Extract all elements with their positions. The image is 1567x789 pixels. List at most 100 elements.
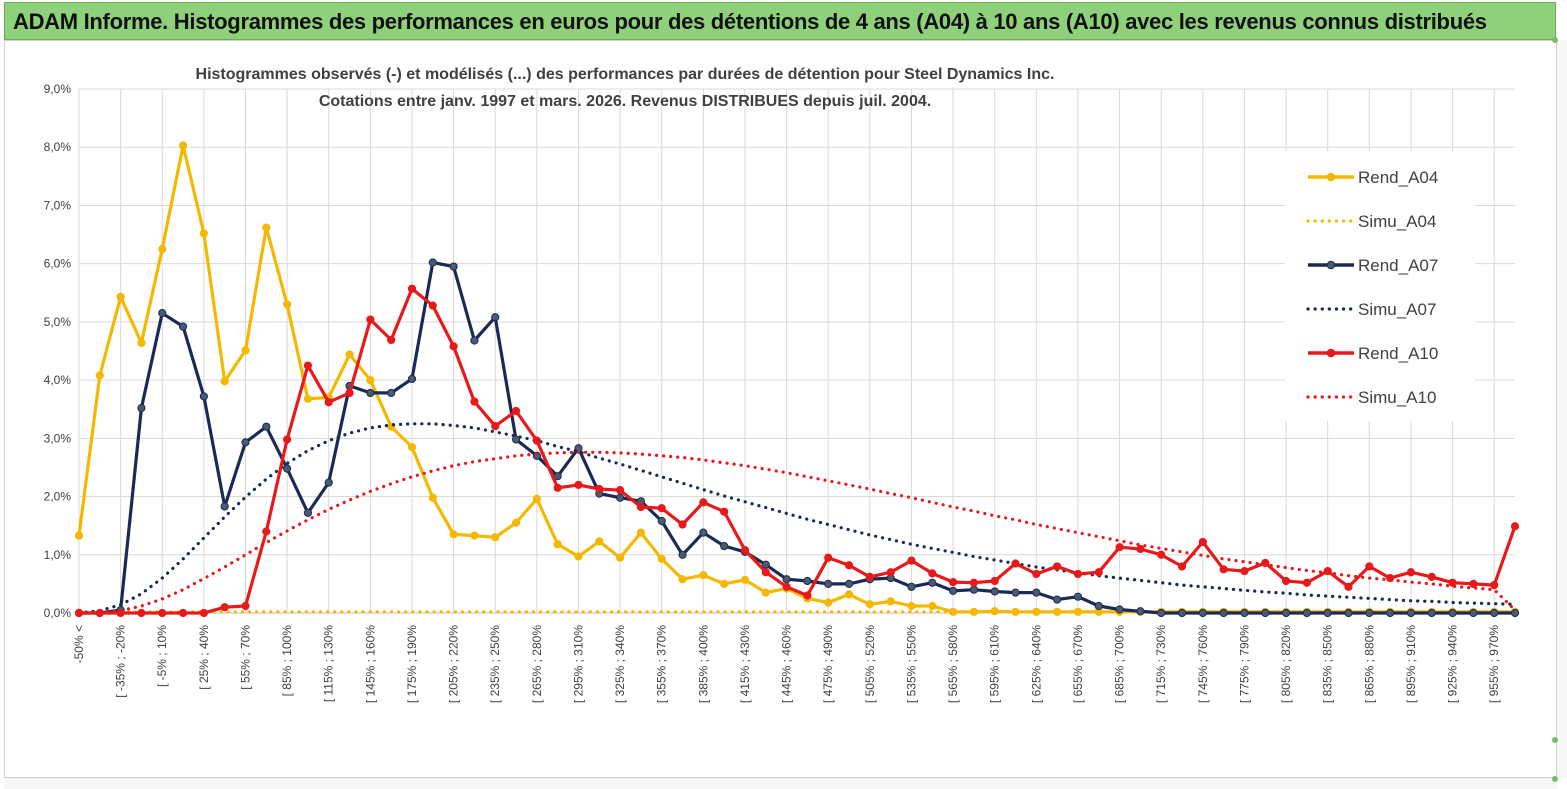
data-point — [178, 141, 188, 150]
x-tick-label: [ 25% ; 40% — [197, 625, 211, 690]
data-point — [907, 556, 916, 565]
data-point — [199, 392, 208, 401]
data-point — [1469, 608, 1478, 618]
data-point — [220, 603, 229, 612]
data-point — [553, 540, 562, 549]
data-point — [907, 582, 916, 591]
data-point — [636, 502, 646, 512]
data-point — [366, 315, 375, 324]
data-point — [303, 361, 313, 370]
legend-marker — [1326, 348, 1336, 358]
data-point — [928, 569, 937, 578]
data-point — [1240, 608, 1249, 618]
data-point — [428, 258, 437, 267]
data-point — [366, 376, 375, 385]
legend-item-simu-a10[interactable]: Simu_A10 — [1306, 388, 1436, 407]
data-point — [678, 575, 687, 584]
data-point — [1157, 550, 1166, 559]
data-point — [1219, 608, 1228, 618]
x-tick-label: [ 415% ; 430% — [738, 625, 752, 703]
data-point — [1240, 566, 1249, 576]
data-point — [1115, 543, 1124, 552]
data-point — [1094, 568, 1103, 577]
data-point — [844, 579, 854, 588]
x-tick-label: [ 85% ; 100% — [280, 625, 294, 697]
x-tick-label: [ 385% ; 400% — [696, 625, 710, 703]
data-point — [449, 342, 458, 351]
x-tick-label: [ 145% ; 160% — [363, 625, 377, 703]
x-tick-label: [ 175% ; 190% — [405, 625, 419, 703]
data-point — [220, 502, 229, 511]
x-tick-label: [ 685% ; 700% — [1113, 625, 1127, 703]
data-point — [1427, 572, 1436, 582]
data-point — [1490, 608, 1499, 618]
horizontal-scrollbar[interactable] — [4, 778, 1557, 789]
y-tick-label: 7,0% — [44, 198, 72, 212]
data-point — [470, 397, 479, 406]
data-point — [844, 561, 854, 570]
legend-label: Simu_A04 — [1358, 212, 1436, 231]
legend-item-simu-a04[interactable]: Simu_A04 — [1306, 212, 1436, 231]
data-point — [553, 483, 562, 492]
data-point — [948, 578, 958, 587]
x-tick-label: [ 805% ; 820% — [1279, 625, 1293, 703]
data-point — [1136, 607, 1145, 616]
data-point — [1490, 580, 1499, 590]
x-tick-label: [ 325% ; 340% — [613, 625, 627, 703]
data-point — [782, 582, 791, 591]
data-point — [928, 578, 937, 587]
data-point — [886, 597, 895, 606]
data-point — [262, 527, 271, 536]
series-layer — [74, 141, 1520, 618]
series-line — [79, 260, 1515, 615]
x-tick-label: [ 655% ; 670% — [1071, 625, 1085, 703]
data-point — [324, 398, 333, 407]
data-point — [470, 336, 479, 345]
chart-legend: Rend_A04 Simu_A04 Rend_A07 Simu_A07 Rend_A10… — [1285, 151, 1475, 421]
x-tick-label: [ 55% ; 70% — [238, 625, 252, 690]
x-tick-label: [ 955% ; 970% — [1487, 625, 1501, 703]
data-point — [1406, 568, 1416, 577]
legend-label: Rend_A04 — [1358, 168, 1438, 187]
x-tick-label: [ 445% ; 460% — [780, 625, 794, 703]
data-point — [761, 588, 770, 597]
data-point — [449, 530, 458, 539]
data-point — [1157, 608, 1166, 618]
data-point — [1198, 608, 1207, 618]
data-point — [1281, 608, 1291, 618]
vertical-scrollbar[interactable] — [1557, 40, 1567, 778]
data-point — [178, 322, 188, 331]
data-point — [1510, 522, 1520, 531]
legend-item-rend-a07[interactable]: Rend_A07 — [1308, 256, 1438, 275]
data-point — [1094, 601, 1103, 611]
data-point — [574, 552, 583, 561]
chart-title-line: Histogrammes observés (-) et modélisés (… — [196, 66, 1055, 83]
data-point — [657, 504, 666, 513]
data-point — [1073, 592, 1083, 601]
data-point — [283, 300, 292, 309]
data-point — [1448, 578, 1457, 587]
x-tick-label: [ 505% ; 520% — [863, 625, 877, 703]
resize-handle-bottom-right[interactable] — [1552, 776, 1558, 782]
y-tick-label: 0,0% — [44, 606, 72, 620]
data-point — [844, 590, 854, 599]
data-point — [407, 284, 417, 293]
data-point — [407, 442, 417, 452]
x-tick-label: [ 475% ; 490% — [821, 625, 835, 703]
data-point — [1032, 588, 1041, 597]
legend-item-rend-a10[interactable]: Rend_A10 — [1308, 344, 1438, 363]
data-point — [303, 394, 313, 403]
data-point — [1365, 608, 1374, 618]
data-point — [1323, 608, 1332, 618]
data-point — [720, 541, 729, 551]
data-point — [678, 550, 687, 559]
legend-marker — [1326, 172, 1336, 182]
legend-item-rend-a04[interactable]: Rend_A04 — [1308, 168, 1438, 187]
resize-handle-top-right[interactable] — [1552, 37, 1558, 43]
resize-handle-right[interactable] — [1552, 737, 1558, 743]
legend-item-simu-a07[interactable]: Simu_A07 — [1306, 300, 1436, 319]
data-point — [657, 554, 666, 563]
data-point — [1261, 608, 1270, 618]
series-line — [77, 450, 1517, 615]
data-point — [657, 516, 666, 526]
